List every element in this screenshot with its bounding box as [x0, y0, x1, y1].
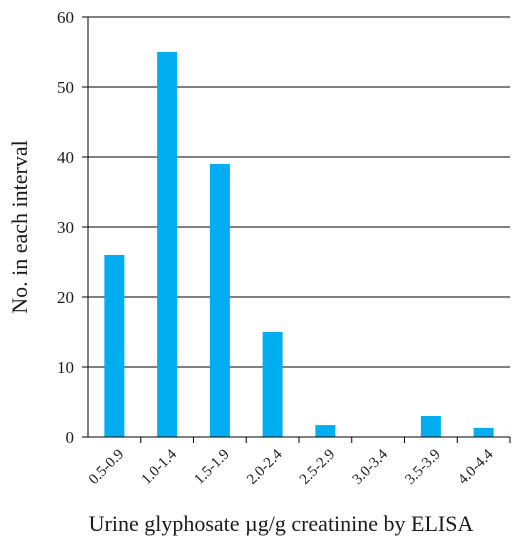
y-tick-labels: 0 10 20 30 40 50 60: [57, 8, 74, 447]
y-axis-title: No. in each interval: [7, 140, 32, 314]
x-tick-label: 1.0-1.4: [139, 446, 181, 488]
x-tick-label: 3.0-3.4: [350, 446, 392, 488]
x-tick-label: 1.5-1.9: [191, 447, 232, 488]
bar-2.5-2.9: [315, 425, 336, 437]
bar-3.5-3.9: [420, 416, 441, 437]
x-tick-label: 2.5-2.9: [297, 447, 338, 488]
x-tick-label: 0.5-0.9: [86, 447, 127, 488]
y-tick-label: 0: [66, 428, 75, 447]
y-tick-label: 60: [57, 8, 74, 27]
grid-lines: [88, 16, 510, 368]
bar-2.0-2.4: [262, 332, 283, 437]
y-tick-label: 30: [57, 218, 74, 237]
bars: [104, 52, 494, 437]
y-tick-label: 50: [57, 78, 74, 97]
bar-0.5-0.9: [104, 255, 125, 437]
x-tick-labels: 0.5-0.9 1.0-1.4 1.5-1.9 2.0-2.4 2.5-2.9 3.0-3…: [86, 446, 497, 488]
bar-1.0-1.4: [157, 52, 178, 437]
x-tick-label: 2.0-2.4: [244, 446, 286, 488]
bar-4.0-4.4: [473, 427, 494, 437]
x-tick-label: 3.5-3.9: [402, 447, 443, 488]
y-tick-label: 10: [57, 358, 74, 377]
x-tick-label: 4.0-4.4: [455, 446, 497, 488]
y-tick-label: 40: [57, 148, 74, 167]
axes: [82, 16, 511, 443]
bar-1.5-1.9: [209, 164, 230, 437]
y-tick-label: 20: [57, 288, 74, 307]
x-axis-title: Urine glyphosate µg/g creatinine by ELIS…: [89, 511, 474, 536]
